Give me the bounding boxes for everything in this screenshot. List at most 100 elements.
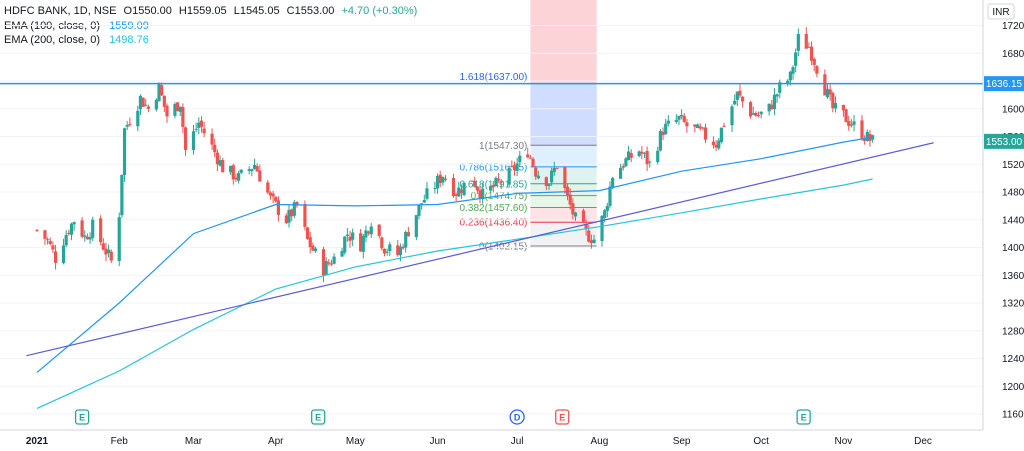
candle-body [67, 232, 71, 235]
candle-body [847, 121, 851, 126]
time-tick-label: Oct [753, 436, 769, 447]
time-tick-label: Feb [111, 436, 129, 447]
candle-body [80, 220, 84, 237]
candle-body [117, 217, 121, 261]
candle-body [268, 192, 273, 196]
candle-body [324, 260, 328, 275]
candle-body [366, 231, 371, 234]
candle-body [109, 251, 113, 261]
candle-body [194, 128, 198, 130]
candle-body [626, 151, 631, 161]
price-tick-label: 1160.00 [1002, 410, 1024, 421]
earnings-badge[interactable]: E [311, 409, 326, 425]
dividend-badge[interactable]: D [509, 409, 525, 425]
candle-body [340, 250, 344, 257]
currency-label: INR [992, 7, 1009, 18]
candle-body [807, 46, 811, 48]
price-tick-label: 1360.00 [1002, 271, 1024, 282]
candle-body [83, 235, 87, 238]
candle-body [361, 235, 365, 252]
price-tick-label: 1600.00 [1002, 104, 1024, 115]
candle-body [555, 168, 559, 170]
candle-body [165, 105, 169, 117]
candle-body [462, 182, 466, 196]
candle-body [35, 229, 39, 231]
candle-body [703, 127, 708, 140]
candles [35, 27, 875, 282]
candle-body [303, 204, 307, 227]
earnings-badge[interactable]: E [796, 409, 811, 425]
time-tick-label: Dec [914, 436, 932, 447]
price-tick-label: 1680.00 [1002, 49, 1024, 60]
fib-level-label: 1(1547.30) [479, 141, 527, 152]
candle-body [815, 66, 819, 74]
candle-body [733, 100, 737, 105]
candle-body [701, 127, 705, 129]
time-tick-label: May [346, 436, 365, 447]
candle-body [51, 245, 55, 250]
legend-row-ema200[interactable]: EMA (200, close, 0) 1498.76 [4, 33, 417, 48]
price-tick-label: 1440.00 [1002, 215, 1024, 226]
candle-body [107, 249, 111, 253]
candle-body [157, 83, 161, 102]
candle-body [48, 240, 52, 244]
candle-body [666, 120, 670, 124]
candle-body [518, 155, 522, 163]
candle-body [581, 210, 586, 223]
last-price-tag-box [984, 133, 1024, 149]
time-tick-label: Apr [268, 436, 284, 447]
candle-body [605, 205, 609, 212]
time-tick-label: Nov [835, 436, 853, 447]
earnings-badge[interactable]: E [555, 409, 570, 425]
candle-body [536, 175, 540, 179]
ema100-line [36, 136, 873, 373]
candle-body [88, 237, 92, 240]
candle-body [852, 121, 856, 125]
fib-zone-top [530, 0, 597, 84]
candle-body [329, 263, 334, 265]
candle-body [661, 131, 665, 136]
candle-body [592, 239, 596, 243]
candle-body [756, 115, 761, 117]
candle-body [584, 223, 588, 230]
candle-body [274, 196, 278, 202]
candle-body [863, 139, 867, 141]
candle-body [717, 140, 721, 149]
candle-body [438, 174, 442, 184]
candle-body [685, 122, 689, 127]
candle-body [321, 249, 326, 276]
candle-body [698, 126, 702, 129]
candle-body [489, 186, 493, 191]
candle-body [191, 131, 196, 150]
candle-body [91, 219, 95, 238]
earnings-badge-shape [555, 409, 570, 425]
fib-level-label: 0.5(1474.75) [471, 191, 528, 202]
candle-body [414, 215, 418, 238]
candle-body [377, 224, 381, 236]
candle-body [197, 122, 201, 128]
candle-body [786, 80, 790, 84]
candle-body [794, 52, 798, 66]
candle-body [860, 120, 864, 140]
candle-body [656, 150, 660, 163]
candle-body [351, 232, 355, 240]
candle-body [359, 233, 363, 252]
legend-high: H1559.05 [178, 5, 227, 17]
candle-body [231, 165, 235, 180]
earnings-badge[interactable]: E [74, 409, 90, 425]
candle-body [311, 245, 315, 251]
price-tick-label: 1720.00 [1002, 21, 1024, 32]
candle-body [507, 167, 511, 185]
candle-body [775, 94, 779, 97]
candle-body [603, 210, 607, 218]
candle-body [229, 165, 233, 173]
candle-body [122, 128, 127, 175]
candle-body [382, 249, 387, 254]
candle-body [435, 175, 440, 189]
candle-body [388, 244, 392, 252]
fib-zone [530, 183, 597, 196]
candle-body [420, 203, 424, 205]
candle-body [552, 168, 556, 173]
